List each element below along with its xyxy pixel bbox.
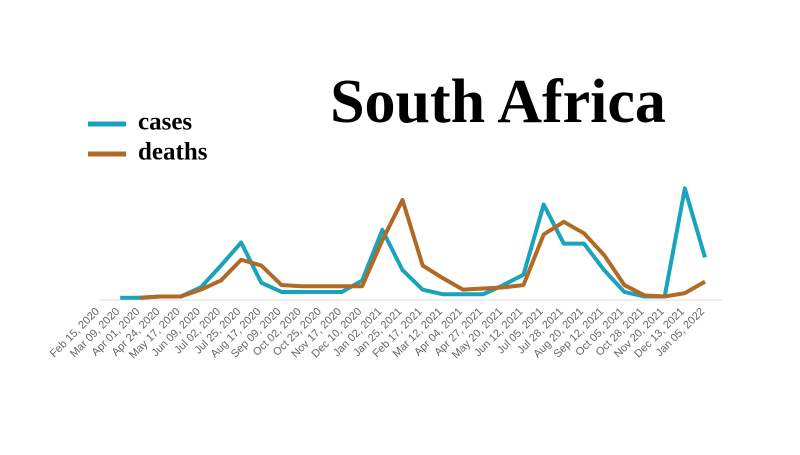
chart-title: South Africa: [330, 68, 666, 136]
series-line: [140, 197, 706, 300]
legend-label: cases: [138, 109, 192, 136]
series-line: [120, 186, 707, 300]
legend-label: deaths: [138, 139, 208, 166]
